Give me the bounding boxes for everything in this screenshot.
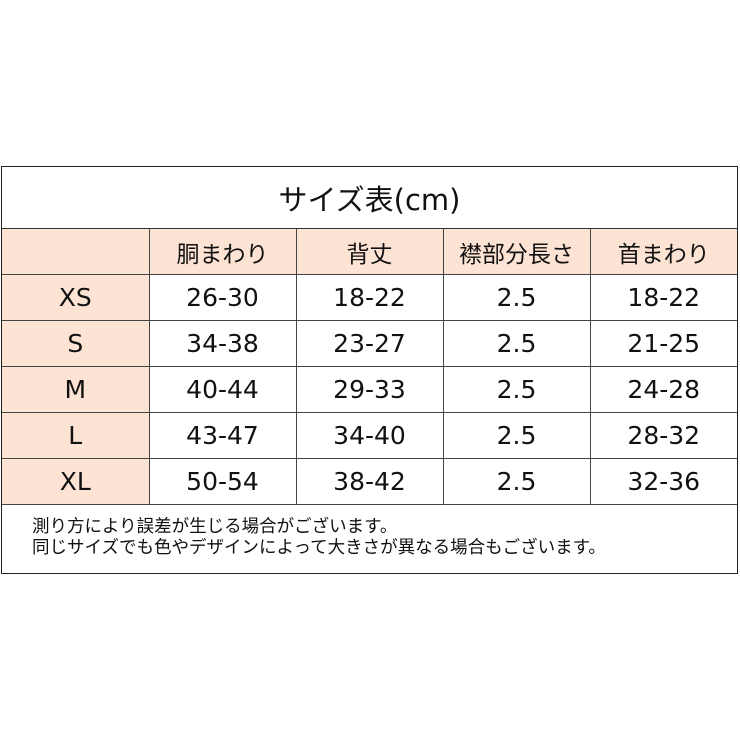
- header-cell: 背丈: [295, 229, 444, 275]
- table-cell: 43-47: [148, 412, 297, 459]
- table-cell: 18-22: [295, 274, 444, 321]
- table-cell: 2.5: [442, 366, 591, 413]
- table-cell: 24-28: [589, 366, 737, 413]
- size-chart-title: サイズ表(cm): [2, 167, 737, 229]
- table-cell: 23-27: [295, 320, 444, 367]
- note-line: 同じサイズでも色やデザインによって大きさが異なる場合もございます。: [32, 538, 606, 558]
- size-table: 胴まわり 背丈 襟部分長さ 首まわり XS 26-30 18-22 2.5 18-22 S 34-3…: [2, 229, 737, 505]
- header-cell: [2, 229, 150, 275]
- table-cell: 50-54: [148, 458, 297, 505]
- header-cell: 胴まわり: [148, 229, 297, 275]
- size-label-cell: S: [2, 320, 150, 367]
- size-chart: サイズ表(cm) 胴まわり 背丈 襟部分長さ 首まわり XS 26-30 18-22 2.5 1…: [1, 166, 738, 574]
- table-cell: 2.5: [442, 320, 591, 367]
- table-cell: 2.5: [442, 412, 591, 459]
- size-label-cell: L: [2, 412, 150, 459]
- table-row: M 40-44 29-33 2.5 24-28: [2, 366, 737, 413]
- header-cell: 首まわり: [589, 229, 737, 275]
- table-row: XS 26-30 18-22 2.5 18-22: [2, 274, 737, 321]
- notes: 測り方により誤差が生じる場合がございます。 同じサイズでも色やデザインによって大…: [2, 505, 737, 559]
- size-label-cell: XS: [2, 274, 150, 321]
- table-cell: 21-25: [589, 320, 737, 367]
- table-cell: 26-30: [148, 274, 297, 321]
- table-row: S 34-38 23-27 2.5 21-25: [2, 320, 737, 367]
- table-row: XL 50-54 38-42 2.5 32-36: [2, 458, 737, 505]
- table-cell: 2.5: [442, 458, 591, 505]
- size-label-cell: XL: [2, 458, 150, 505]
- table-cell: 28-32: [589, 412, 737, 459]
- table-cell: 18-22: [589, 274, 737, 321]
- table-cell: 40-44: [148, 366, 297, 413]
- table-cell: 32-36: [589, 458, 737, 505]
- table-cell: 34-38: [148, 320, 297, 367]
- table-row: L 43-47 34-40 2.5 28-32: [2, 412, 737, 459]
- table-cell: 2.5: [442, 274, 591, 321]
- table-cell: 29-33: [295, 366, 444, 413]
- header-row: 胴まわり 背丈 襟部分長さ 首まわり: [2, 229, 737, 275]
- header-cell: 襟部分長さ: [442, 229, 591, 275]
- size-label-cell: M: [2, 366, 150, 413]
- note-line: 測り方により誤差が生じる場合がございます。: [32, 517, 398, 537]
- table-cell: 38-42: [295, 458, 444, 505]
- table-cell: 34-40: [295, 412, 444, 459]
